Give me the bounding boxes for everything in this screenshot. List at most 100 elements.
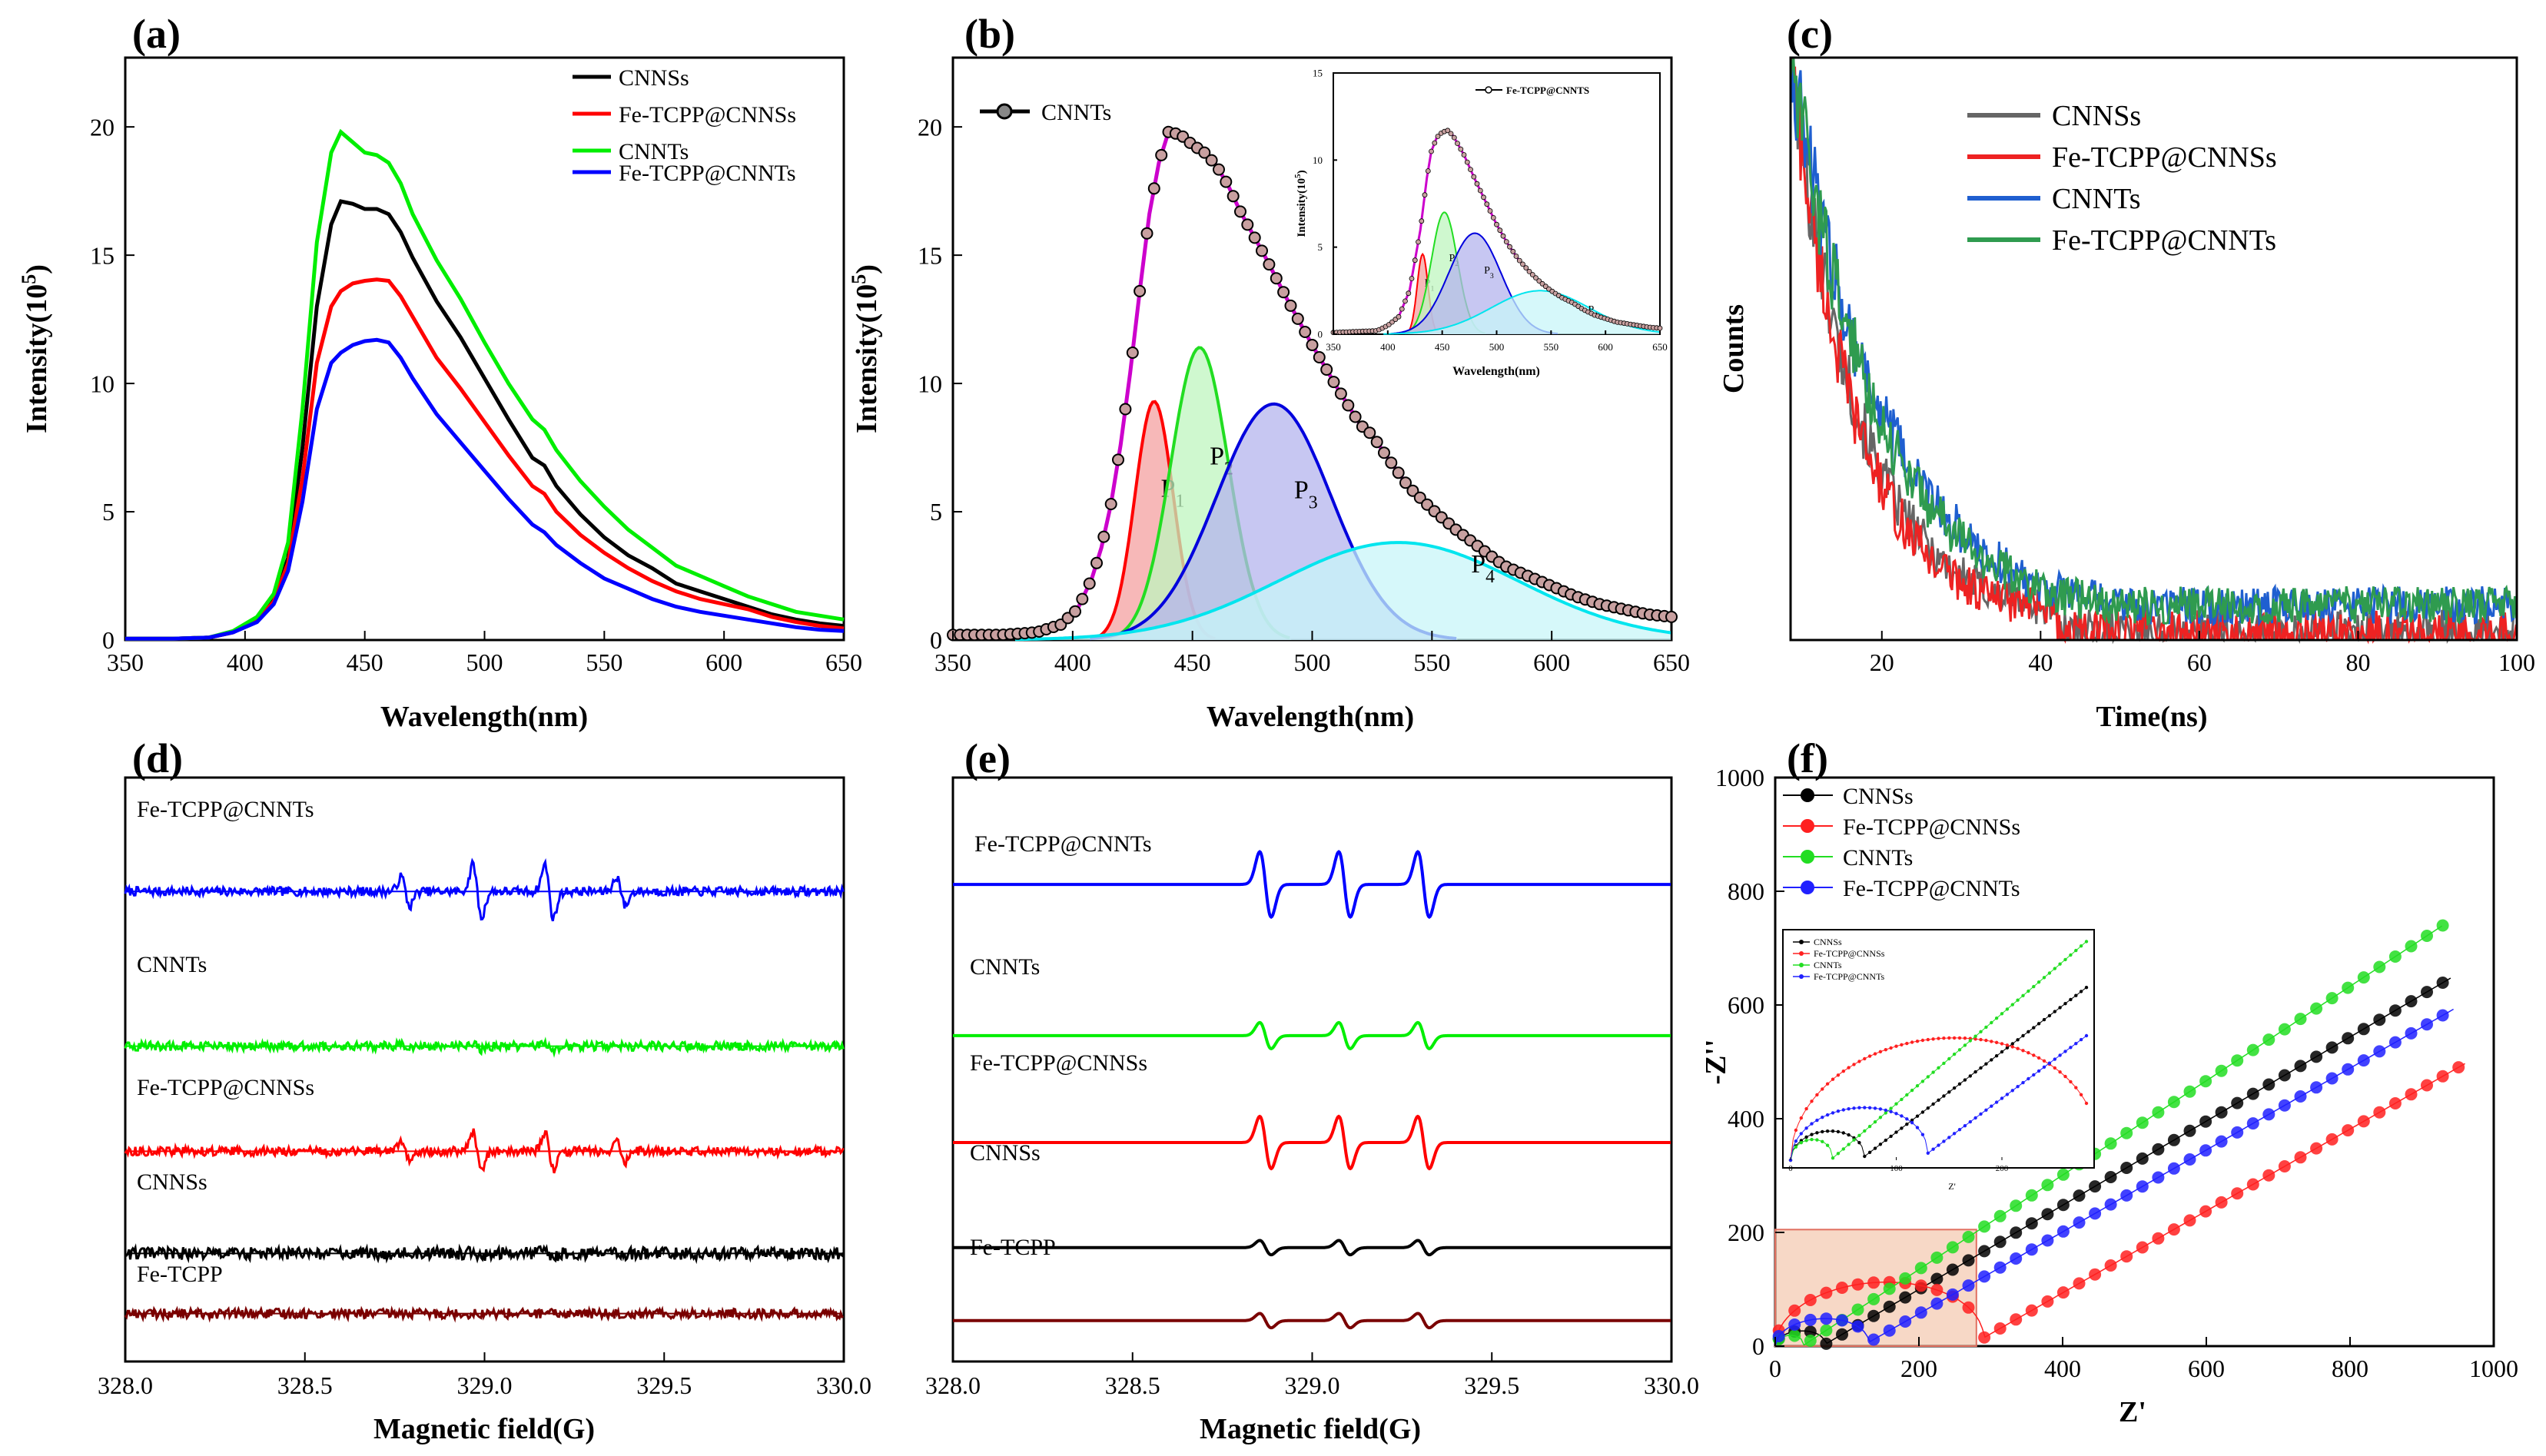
f-point-Fe-TCPP@CNNTs	[1962, 1279, 1975, 1292]
b-measured-point	[1213, 163, 1225, 176]
f-inset-point-Fe-TCPP@CNNTs	[1821, 1116, 1824, 1119]
inset-f-xlabel: Z'	[1948, 1181, 1956, 1192]
legend-c-fe-tcpp-cnnss: Fe-TCPP@CNNSs	[2052, 141, 2277, 174]
f-point-Fe-TCPP@CNNSs	[2388, 1097, 2402, 1109]
label-e-fe-tcpp-cnnts: Fe-TCPP@CNNTs	[974, 831, 1152, 857]
f-inset-point-Fe-TCPP@CNNSs	[2069, 1080, 2073, 1084]
f-inset-point-CNNTs	[1915, 1084, 1920, 1088]
b-measured-point	[1399, 476, 1412, 489]
b-inset-measured-point	[1536, 278, 1542, 284]
f-point-Fe-TCPP@CNNSs	[1978, 1331, 1991, 1344]
b-inset-measured-point	[1520, 261, 1525, 267]
f-inset-point-CNNSs	[1926, 1106, 1930, 1110]
a-series-Fe-TCPP@CNNSs	[125, 277, 845, 641]
b-measured-point	[1134, 284, 1147, 297]
f-point-CNNSs	[2089, 1180, 2102, 1193]
f-inset-point-Fe-TCPP@CNNTs	[1873, 1106, 1877, 1110]
f-point-Fe-TCPP@CNNSs	[1836, 1282, 1848, 1294]
b-measured-point	[1392, 466, 1405, 479]
b-measured-point	[1277, 286, 1290, 299]
f-inset-point-CNNSs	[1973, 1070, 1977, 1074]
inset-f-legend-2: CNNTs	[1814, 960, 1842, 970]
a-ytick-label-1: 5	[102, 498, 115, 526]
b-inset-measured-point	[1458, 146, 1464, 152]
f-point-CNNTs	[2056, 1168, 2070, 1181]
f-inset-point-CNNSs	[2084, 986, 2089, 990]
f-point-Fe-TCPP@CNNTs	[1914, 1306, 1927, 1319]
f-point-Fe-TCPP@CNNTs	[1899, 1315, 1912, 1328]
a-xtick-label-2: 450	[347, 648, 383, 676]
label-e-fe-tcpp-cnnss: Fe-TCPP@CNNSs	[970, 1050, 1147, 1076]
f-inset-point-CNNSs	[2074, 993, 2078, 997]
f-point-Fe-TCPP@CNNSs	[1788, 1304, 1801, 1317]
b-measured-point	[1378, 446, 1390, 459]
c-xtick-label-2: 60	[2187, 648, 2212, 676]
f-inset-point-CNNSs	[1867, 1150, 1872, 1155]
f-inset-point-Fe-TCPP@CNNTs	[1905, 1117, 1909, 1121]
b-measured-point	[1320, 363, 1333, 376]
f-ytick-label-3: 600	[1728, 991, 1764, 1019]
f-point-CNNSs	[2056, 1199, 2070, 1212]
f-point-CNNTs	[1851, 1303, 1864, 1316]
b-inset-measured-point	[1396, 313, 1402, 320]
f-inset-point-Fe-TCPP@CNNTs	[1825, 1113, 1830, 1117]
f-point-CNNTs	[2167, 1096, 2180, 1109]
f-point-Fe-TCPP@CNNSs	[2452, 1061, 2465, 1074]
b-measured-point	[1363, 426, 1376, 439]
f-inset-point-CNNSs	[1815, 1131, 1819, 1135]
legend-f-marker-cnnts	[1801, 850, 1814, 864]
f-inset-point-Fe-TCPP@CNNSs	[2053, 1066, 2056, 1070]
a-xtick-label-1: 400	[227, 648, 264, 676]
f-ytick-label-2: 400	[1728, 1105, 1764, 1133]
a-xtick-label-4: 550	[586, 648, 622, 676]
f-inset-point-Fe-TCPP@CNNTs	[1994, 1100, 1999, 1104]
inset-f-legend-1: Fe-TCPP@CNNSs	[1814, 948, 1885, 959]
f-inset-point-Fe-TCPP@CNNSs	[1799, 1116, 1803, 1120]
b-inset-ytick-label-1: 5	[1318, 241, 1323, 253]
b-xtick-label-0: 350	[934, 648, 971, 676]
b-inset-measured-point	[1481, 194, 1486, 201]
f-point-CNNTs	[2104, 1137, 2117, 1150]
f-inset-point-Fe-TCPP@CNNTs	[1910, 1121, 1914, 1125]
f-inset-point-CNNSs	[2069, 997, 2073, 1002]
f-point-CNNTs	[2373, 960, 2386, 973]
f-inset-point-CNNTs	[1867, 1124, 1872, 1129]
f-inset-point-CNNSs	[2032, 1026, 2036, 1030]
f-point-CNNSs	[2421, 986, 2433, 999]
b-measured-point	[1313, 351, 1326, 363]
panel-f-frame	[1774, 776, 2495, 1348]
e-series-Fe-TCPP@CNNSs	[953, 1114, 1671, 1171]
f-inset-point-Fe-TCPP@CNNSs	[1963, 1036, 1967, 1040]
f-point-Fe-TCPP@CNNSs	[2056, 1286, 2070, 1299]
f-point-Fe-TCPP@CNNSs	[2436, 1070, 2449, 1083]
c-xtick-label-3: 80	[2345, 648, 2370, 676]
f-inset-point-Fe-TCPP@CNNTs	[2074, 1042, 2078, 1046]
d-series-Fe-TCPP@CNNSs	[124, 1128, 845, 1174]
f-inset-point-Fe-TCPP@CNNTs	[1889, 1109, 1893, 1114]
f-point-CNNTs	[1867, 1292, 1880, 1305]
f-inset-point-Fe-TCPP@CNNSs	[1878, 1050, 1883, 1054]
f-inset-point-Fe-TCPP@CNNTs	[1867, 1106, 1872, 1110]
panel-c-frame	[1789, 56, 2518, 642]
f-inset-point-CNNSs	[2027, 1030, 2030, 1034]
f-inset-point-CNNTs	[1963, 1043, 1967, 1047]
b-inset-measured-point	[1510, 248, 1516, 254]
f-inset-point-Fe-TCPP@CNNTs	[1915, 1126, 1920, 1129]
f-point-CNNTs	[1946, 1241, 1959, 1254]
panel-a-ylabel: Intensity(105)	[18, 264, 54, 433]
f-point-CNNSs	[2231, 1096, 2244, 1109]
f-point-Fe-TCPP@CNNSs	[1851, 1278, 1864, 1291]
b-peak-line-3	[1015, 541, 1672, 642]
f-point-CNNTs	[2342, 981, 2355, 994]
b-measured-point	[1147, 182, 1160, 195]
f-point-Fe-TCPP@CNNSs	[2120, 1250, 2133, 1263]
f-inset-point-Fe-TCPP@CNNSs	[2074, 1086, 2078, 1090]
f-inset-point-Fe-TCPP@CNNSs	[1926, 1037, 1930, 1042]
b-inset-measured-point	[1487, 208, 1493, 214]
panel-c-legend: CNNSs Fe-TCPP@CNNSs CNNTs Fe-TCPP@CNNTs	[1967, 100, 2277, 257]
f-inset-point-Fe-TCPP@CNNTs	[1973, 1116, 1977, 1120]
e-series-Fe-TCPP@CNNTs	[953, 850, 1671, 919]
f-xtick-label-2: 400	[2044, 1355, 2081, 1382]
f-inset-point-CNNTs	[1799, 1141, 1803, 1145]
